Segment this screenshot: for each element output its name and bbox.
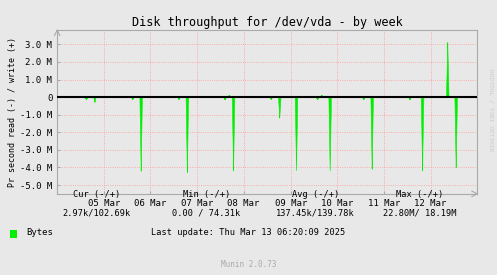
Y-axis label: Pr second read (-) / write (+): Pr second read (-) / write (+) [8,37,17,187]
Text: Max (-/+): Max (-/+) [396,190,444,199]
Text: Munin 2.0.73: Munin 2.0.73 [221,260,276,269]
Text: RRDTOOL / TOBI OETIKER: RRDTOOL / TOBI OETIKER [489,69,494,151]
Text: Avg (-/+): Avg (-/+) [292,190,339,199]
Title: Disk throughput for /dev/vda - by week: Disk throughput for /dev/vda - by week [132,16,403,29]
Text: Bytes: Bytes [26,228,53,237]
Text: 2.97k/102.69k: 2.97k/102.69k [63,209,131,218]
Text: Last update: Thu Mar 13 06:20:09 2025: Last update: Thu Mar 13 06:20:09 2025 [152,228,345,237]
Text: 22.80M/ 18.19M: 22.80M/ 18.19M [383,209,457,218]
Text: 0.00 / 74.31k: 0.00 / 74.31k [172,209,241,218]
Text: Min (-/+): Min (-/+) [182,190,230,199]
Text: 137.45k/139.78k: 137.45k/139.78k [276,209,355,218]
Text: Cur (-/+): Cur (-/+) [73,190,121,199]
